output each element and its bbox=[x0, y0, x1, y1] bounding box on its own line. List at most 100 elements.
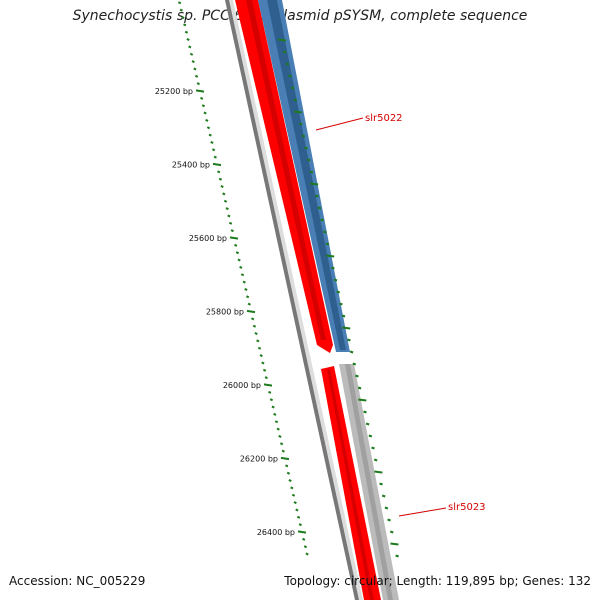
outer-tick bbox=[357, 386, 362, 390]
ruler-minor-tick bbox=[200, 96, 204, 100]
outer-tick bbox=[309, 182, 319, 186]
ruler-minor-tick bbox=[274, 420, 279, 424]
ruler-major-tick bbox=[263, 383, 273, 387]
outer-tick bbox=[298, 122, 303, 126]
outer-tick bbox=[373, 458, 378, 462]
outer-tick bbox=[342, 326, 351, 330]
ruler-minor-tick bbox=[276, 427, 280, 431]
outer-tick bbox=[395, 554, 399, 558]
outer-tick bbox=[347, 338, 351, 342]
ruler-minor-tick bbox=[278, 434, 282, 438]
ruler-minor-tick bbox=[191, 60, 195, 64]
gene-label-slr5022[interactable]: slr5022 bbox=[315, 113, 403, 131]
ruler-minor-tick bbox=[205, 118, 209, 122]
accession-label: Accession: NC_005229 bbox=[9, 574, 146, 588]
ruler-minor-tick bbox=[228, 221, 233, 225]
ruler-minor-tick bbox=[196, 82, 200, 86]
gene-slr5022-shade bbox=[267, 0, 346, 350]
ruler-minor-tick bbox=[181, 16, 185, 19]
outer-tick bbox=[314, 194, 319, 198]
gene-slr5023-shade bbox=[345, 364, 393, 600]
ruler-tick-label: 26200 bp bbox=[240, 455, 278, 464]
ruler-minor-tick bbox=[256, 339, 260, 343]
outer-tick bbox=[368, 434, 373, 438]
ruler-minor-tick bbox=[259, 354, 263, 358]
cds-feature-2[interactable] bbox=[321, 366, 381, 600]
outer-tick bbox=[326, 254, 335, 258]
ruler-minor-tick bbox=[261, 361, 265, 365]
ruler-minor-tick bbox=[286, 471, 291, 475]
outer-tick bbox=[325, 242, 330, 246]
gene-slr5023[interactable] bbox=[339, 364, 399, 600]
ruler bbox=[177, 1, 309, 556]
ruler-minor-tick bbox=[247, 302, 251, 306]
outer-tick bbox=[306, 158, 311, 162]
ruler-minor-tick bbox=[237, 258, 241, 262]
ruler-minor-tick bbox=[222, 192, 226, 196]
outer-tick bbox=[352, 362, 357, 366]
cds-feature-1-shade bbox=[246, 0, 326, 340]
outer-tick bbox=[363, 410, 367, 414]
outer-tick bbox=[301, 134, 306, 138]
outer-tick bbox=[389, 530, 394, 534]
gene-slr5022[interactable] bbox=[258, 0, 350, 352]
ruler-major-tick bbox=[195, 89, 205, 93]
ruler-minor-tick bbox=[285, 464, 289, 468]
topology-stats: Topology: circular; Length: 119,895 bp; … bbox=[284, 574, 591, 588]
ruler-minor-tick bbox=[268, 390, 272, 394]
ruler-minor-tick bbox=[251, 317, 255, 321]
ruler-minor-tick bbox=[210, 140, 214, 144]
ruler-minor-tick bbox=[293, 501, 297, 505]
outer-tick bbox=[285, 62, 290, 66]
ruler-major-tick bbox=[246, 309, 256, 314]
ruler-major-tick bbox=[297, 530, 307, 534]
gene-label-slr5022-text: slr5022 bbox=[365, 113, 403, 124]
ruler-tick-label: 25800 bp bbox=[206, 308, 244, 317]
outer-tick bbox=[341, 314, 346, 318]
outer-tick bbox=[277, 38, 287, 42]
ruler-minor-tick bbox=[240, 273, 245, 277]
ruler-minor-tick bbox=[211, 148, 216, 152]
ruler-tick-label: 26400 bp bbox=[257, 528, 295, 537]
ruler-minor-tick bbox=[217, 170, 221, 174]
ruler-minor-tick bbox=[303, 545, 308, 549]
backbone bbox=[225, 0, 363, 600]
ruler-minor-tick bbox=[184, 30, 189, 34]
ruler-minor-tick bbox=[242, 280, 246, 284]
outer-tick bbox=[384, 506, 389, 510]
outer-tick bbox=[390, 542, 399, 546]
ruler-major-tick bbox=[280, 456, 290, 461]
outer-tick bbox=[339, 302, 343, 306]
outer-tick bbox=[288, 74, 292, 78]
ruler-minor-tick bbox=[194, 74, 199, 78]
ruler-minor-tick bbox=[179, 8, 183, 12]
ruler-tick-label: 25600 bp bbox=[189, 234, 227, 243]
ruler-minor-tick bbox=[257, 346, 262, 350]
cds-feature-2-shade bbox=[327, 369, 374, 600]
ruler-tick-label: 26000 bp bbox=[223, 381, 261, 390]
ruler-minor-tick bbox=[193, 67, 197, 71]
outer-tick bbox=[365, 422, 370, 426]
ruler-major-tick bbox=[212, 162, 222, 167]
outer-tick bbox=[349, 350, 354, 354]
outer-tick bbox=[317, 206, 322, 210]
cds-feature-1[interactable] bbox=[235, 0, 333, 353]
gene-label-slr5023[interactable]: slr5023 bbox=[398, 502, 486, 517]
ruler-minor-tick bbox=[213, 155, 217, 159]
outer-tick bbox=[387, 518, 391, 522]
ruler-minor-tick bbox=[177, 1, 182, 5]
ruler-minor-tick bbox=[254, 332, 258, 336]
ruler-minor-tick bbox=[227, 214, 231, 218]
ruler-minor-tick bbox=[264, 376, 268, 380]
outer-tick bbox=[290, 86, 295, 90]
ruler-tick-label: 25400 bp bbox=[172, 161, 210, 170]
ruler-minor-tick bbox=[244, 287, 248, 291]
gene-label-slr5022-leader bbox=[315, 117, 364, 131]
ruler-minor-tick bbox=[290, 486, 294, 490]
ruler-minor-tick bbox=[269, 398, 274, 402]
ruler-minor-tick bbox=[239, 265, 243, 269]
ruler-minor-tick bbox=[271, 405, 275, 409]
ruler-minor-tick bbox=[203, 111, 207, 115]
outer-tick bbox=[374, 470, 383, 474]
outer-tick bbox=[333, 278, 338, 282]
